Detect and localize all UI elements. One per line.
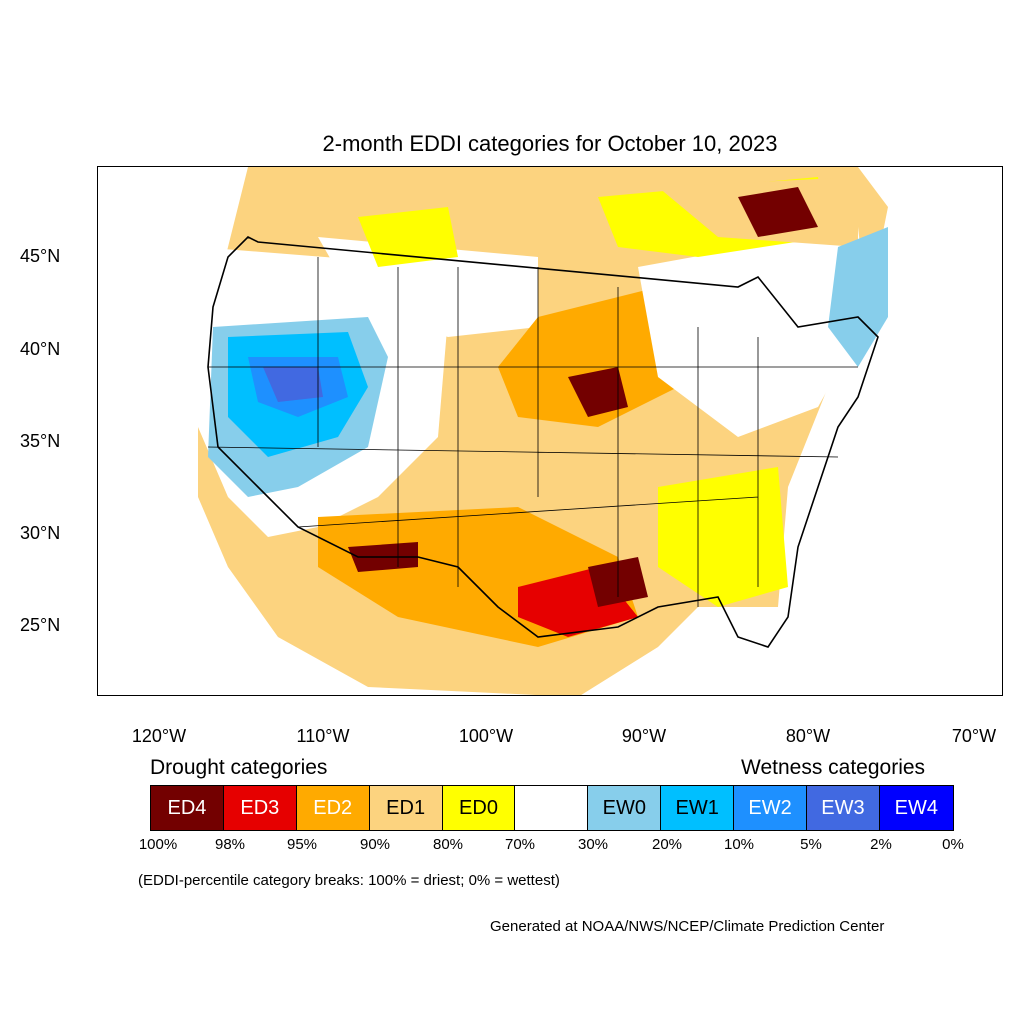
legend-swatch: ED1 [369, 786, 443, 830]
eddi-map [97, 166, 1003, 696]
percentile-label: 100% [138, 836, 178, 853]
legend-swatch: EW0 [588, 786, 662, 830]
percentile-label: 80% [432, 836, 464, 853]
legend-swatch: EW1 [661, 786, 735, 830]
percentile-label: 0% [942, 836, 964, 853]
drought-heading: Drought categories [150, 756, 328, 779]
x-tick-label: 80°W [785, 726, 831, 746]
state-lines [207, 257, 858, 607]
y-tick-label: 40°N [20, 339, 61, 359]
drought-ed0-north [358, 207, 458, 267]
percentile-label: 30% [577, 836, 609, 853]
map-title: 2-month EDDI categories for October 10, … [322, 131, 778, 156]
coastline [207, 236, 879, 648]
legend-swatch: ED0 [442, 786, 516, 830]
x-tick-label: 120°W [131, 726, 187, 746]
legend-swatch: EW3 [807, 786, 880, 830]
x-tick-label: 90°W [621, 726, 667, 746]
legend-swatch [515, 786, 589, 830]
percentile-label: 10% [723, 836, 755, 853]
wetness-heading: Wetness categories [741, 756, 926, 779]
y-tick-label: 30°N [20, 523, 61, 543]
north-plains-white [318, 237, 538, 337]
y-tick-label: 35°N [20, 431, 61, 451]
wetness-ew3-west [263, 367, 323, 402]
category-legend: ED4 ED3 ED2 ED1 ED0 EW0 EW1 EW2 EW3 EW4 [150, 785, 954, 831]
northeast-white [638, 227, 868, 437]
x-tick-label: 110°W [296, 726, 350, 746]
y-tick-label: 45°N [20, 246, 61, 266]
percentile-label: 20% [651, 836, 683, 853]
percentile-label: 90% [359, 836, 391, 853]
drought-ed4-iowa [568, 367, 628, 417]
x-tick-label: 100°W [458, 726, 514, 746]
y-tick-label: 25°N [20, 615, 61, 635]
percentile-label: 2% [870, 836, 892, 853]
percentile-label: 98% [214, 836, 246, 853]
drought-ed4-ontario [738, 187, 818, 237]
percentile-label: 70% [504, 836, 536, 853]
legend-swatch: ED2 [296, 786, 370, 830]
legend-swatch: ED3 [223, 786, 297, 830]
legend-swatch: EW4 [879, 786, 953, 830]
percentile-label: 5% [800, 836, 822, 853]
drought-ed2-central [498, 287, 678, 427]
legend-swatch: ED4 [151, 786, 224, 830]
x-tick-label: 70°W [951, 726, 997, 746]
drought-ed0-southeast [658, 467, 788, 607]
percentile-label: 95% [286, 836, 318, 853]
credit-line: Generated at NOAA/NWS/NCEP/Climate Predi… [490, 918, 885, 935]
percentile-note: (EDDI-percentile category breaks: 100% =… [138, 872, 560, 889]
eddi-map-canvas [198, 167, 888, 695]
legend-swatch: EW2 [734, 786, 808, 830]
